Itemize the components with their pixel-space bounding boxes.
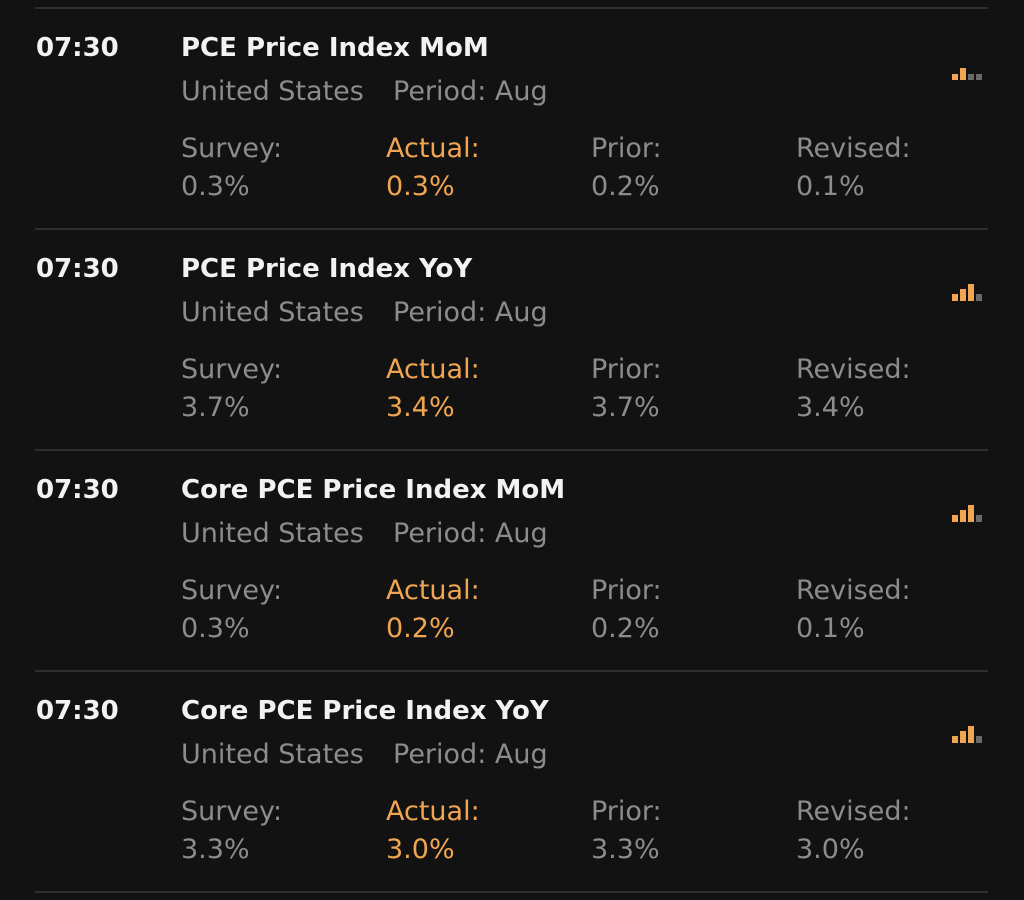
field-label: Actual: — [386, 575, 480, 606]
field-value: 3.0% — [796, 834, 865, 865]
field-label: Revised: — [796, 133, 911, 164]
field-label: Survey: — [181, 354, 283, 385]
event-country: United States — [181, 518, 364, 549]
event-time: 07:30 — [36, 33, 119, 63]
field-label: Revised: — [796, 796, 911, 827]
event-country: United States — [181, 739, 364, 770]
field-label: Prior: — [591, 575, 662, 606]
field-label: Prior: — [591, 796, 662, 827]
separator — [35, 449, 988, 451]
field-value: 0.3% — [386, 171, 455, 202]
field-value: 0.3% — [181, 171, 250, 202]
event-title: PCE Price Index YoY — [181, 254, 473, 284]
field-value: 3.3% — [591, 834, 660, 865]
event-time: 07:30 — [36, 475, 119, 505]
field-label: Survey: — [181, 796, 283, 827]
event-title: PCE Price Index MoM — [181, 33, 489, 63]
field-label: Survey: — [181, 133, 283, 164]
field-value: 0.1% — [796, 613, 865, 644]
field-value: 0.2% — [591, 613, 660, 644]
event-country: United States — [181, 297, 364, 328]
separator — [35, 891, 988, 893]
field-value: 0.3% — [181, 613, 250, 644]
field-value: 3.4% — [796, 392, 865, 423]
field-label: Survey: — [181, 575, 283, 606]
field-value: 3.3% — [181, 834, 250, 865]
importance-icon — [952, 505, 982, 522]
event-title: Core PCE Price Index MoM — [181, 475, 566, 505]
importance-icon — [952, 284, 982, 301]
event-period: Period: Aug — [393, 76, 548, 107]
event-time: 07:30 — [36, 254, 119, 284]
field-label: Actual: — [386, 354, 480, 385]
event-period: Period: Aug — [393, 518, 548, 549]
field-value: 0.1% — [796, 171, 865, 202]
field-label: Actual: — [386, 796, 480, 827]
field-value: 0.2% — [386, 613, 455, 644]
field-label: Revised: — [796, 354, 911, 385]
importance-icon — [952, 726, 982, 743]
field-label: Revised: — [796, 575, 911, 606]
event-title: Core PCE Price Index YoY — [181, 696, 549, 726]
field-label: Prior: — [591, 133, 662, 164]
importance-icon — [952, 68, 982, 80]
event-period: Period: Aug — [393, 297, 548, 328]
event-time: 07:30 — [36, 696, 119, 726]
field-value: 3.7% — [591, 392, 660, 423]
event-period: Period: Aug — [393, 739, 548, 770]
field-label: Actual: — [386, 133, 480, 164]
field-value: 3.0% — [386, 834, 455, 865]
separator — [35, 7, 988, 9]
event-country: United States — [181, 76, 364, 107]
separator — [35, 228, 988, 230]
separator — [35, 670, 988, 672]
field-value: 0.2% — [591, 171, 660, 202]
field-value: 3.4% — [386, 392, 455, 423]
field-value: 3.7% — [181, 392, 250, 423]
field-label: Prior: — [591, 354, 662, 385]
